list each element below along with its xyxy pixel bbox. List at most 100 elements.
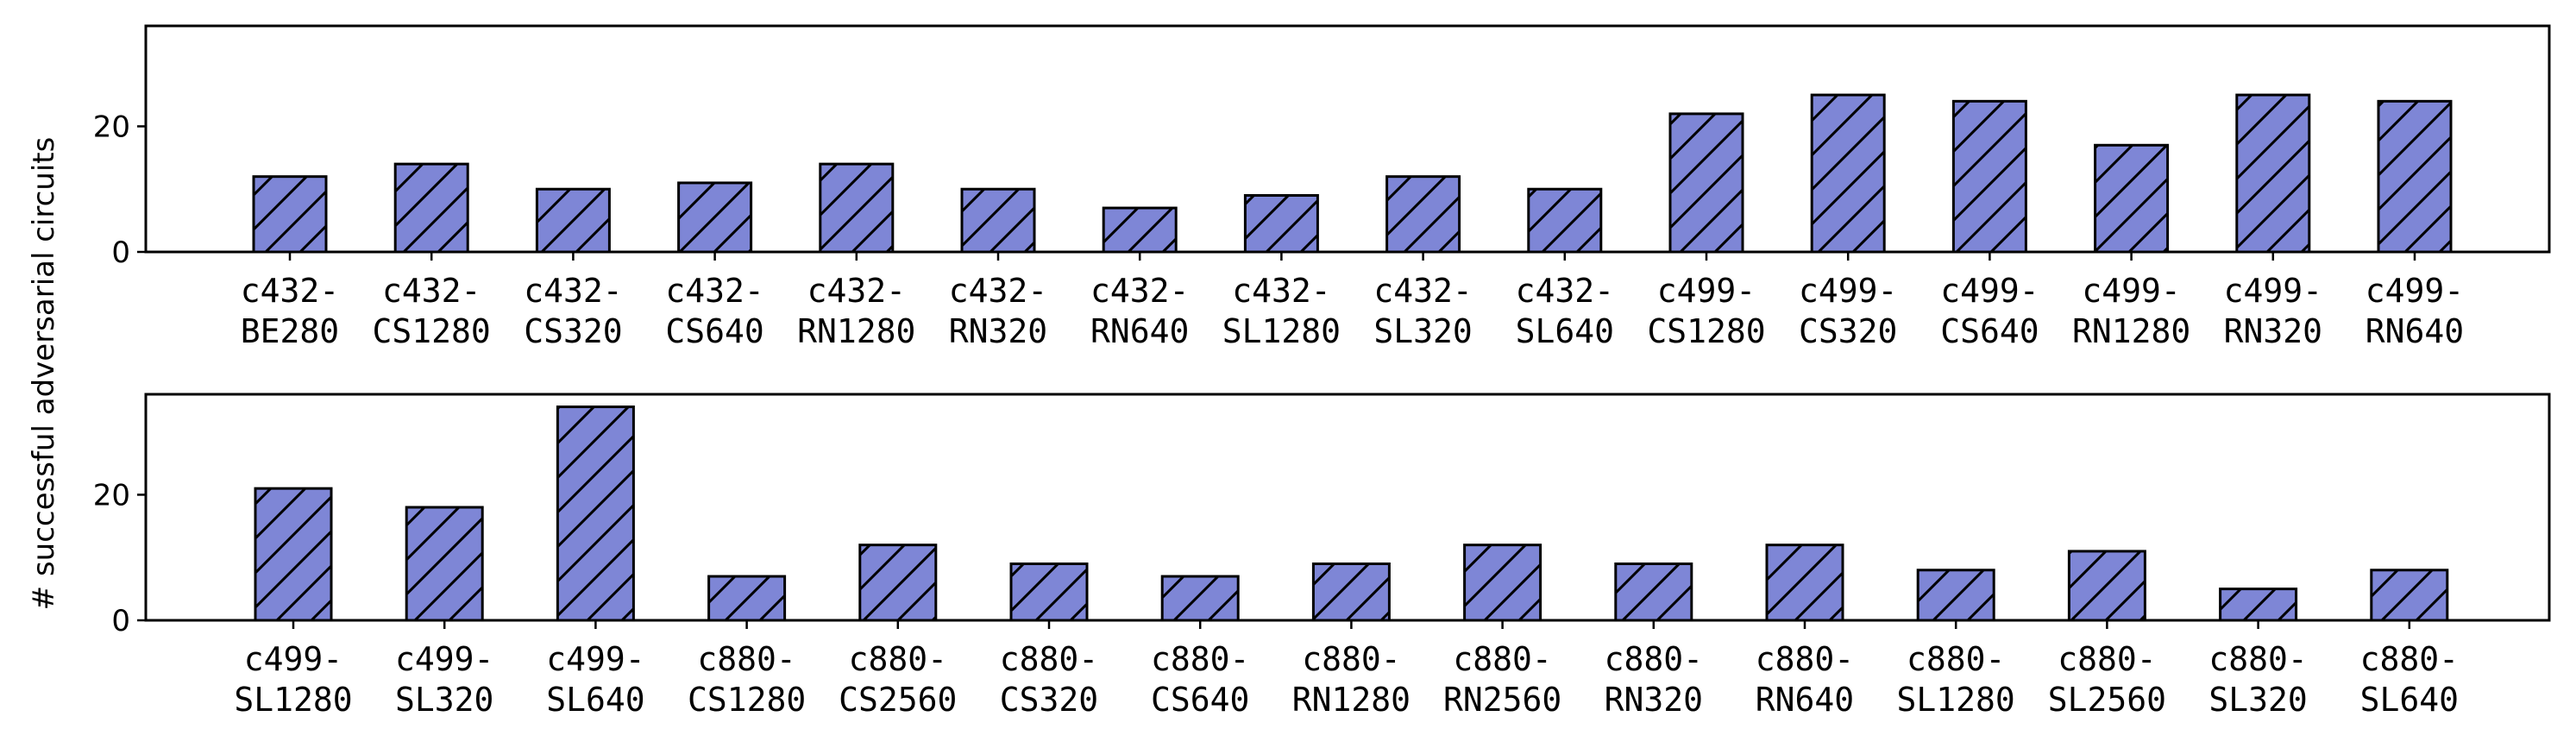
x-tick-label-line2: RN1280	[2072, 312, 2190, 350]
x-tick-label-line1: c499-	[1657, 272, 1756, 310]
x-tick-label-line1: c499-	[1799, 272, 1897, 310]
bar-hatch	[1810, 93, 1886, 254]
x-tick-label-line2: CS1280	[688, 681, 806, 719]
x-tick-label-line1: c880-	[1907, 640, 2005, 678]
y-tick-label: 20	[93, 110, 130, 144]
x-tick-label-line1: c432-	[1232, 272, 1330, 310]
bar-hatch	[2094, 143, 2170, 254]
x-tick-label-line2: RN640	[2366, 312, 2464, 350]
x-tick-label-line2: SL640	[2360, 681, 2459, 719]
axes-frame	[144, 24, 2551, 254]
top-panel: c432-BE280c432-CS1280c432-CS320c432-CS64…	[93, 24, 2551, 350]
bottom-panel: c499-SL1280c499-SL320c499-SL640c880-CS12…	[93, 393, 2551, 719]
y-tick-label: 20	[93, 478, 130, 512]
bar-hatch	[1916, 569, 1995, 622]
bar-hatch	[1527, 187, 1603, 254]
x-tick-label-line2: RN2560	[1443, 681, 1561, 719]
x-tick-label-line1: c499-	[2082, 272, 2180, 310]
x-tick-label-line2: RN1280	[1292, 681, 1411, 719]
x-tick-label-line1: c499-	[244, 640, 342, 678]
bar-hatch	[1668, 112, 1744, 254]
bar-hatch	[2370, 569, 2449, 622]
x-tick-label-line2: CS640	[1151, 681, 1249, 719]
x-tick-label-line2: CS640	[665, 312, 763, 350]
x-tick-label-line2: SL2560	[2048, 681, 2166, 719]
x-tick-label-line1: c432-	[524, 272, 622, 310]
bar-hatch	[252, 175, 328, 254]
x-tick-label-line2: SL320	[1373, 312, 1472, 350]
x-tick-label-line1: c432-	[949, 272, 1047, 310]
bar-hatch	[393, 162, 469, 254]
x-tick-label-line2: CS1280	[373, 312, 491, 350]
bar-hatch	[858, 544, 938, 622]
bar-hatch	[1385, 175, 1461, 254]
x-tick-label-line1: c880-	[1605, 640, 1703, 678]
x-tick-label-line1: c880-	[2360, 640, 2459, 678]
x-tick-label-line1: c880-	[2058, 640, 2156, 678]
bar-hatch	[1463, 544, 1542, 622]
x-tick-label-line1: c432-	[1516, 272, 1614, 310]
axes-frame	[144, 393, 2551, 622]
x-tick-label-line2: CS320	[1799, 312, 1897, 350]
x-tick-label-line1: c499-	[2366, 272, 2464, 310]
bar-hatch	[1102, 206, 1178, 254]
bar-hatch	[707, 575, 787, 622]
x-tick-label-line1: c880-	[849, 640, 947, 678]
bar-hatch	[819, 162, 895, 254]
bar-hatch	[677, 181, 753, 254]
bar-hatch	[1009, 563, 1089, 622]
x-tick-label-line1: c880-	[1756, 640, 1854, 678]
x-tick-label-line1: c880-	[2208, 640, 2307, 678]
bar-hatch	[1951, 99, 2027, 254]
bar-hatch	[2219, 588, 2298, 622]
x-tick-label-line2: CS640	[1940, 312, 2039, 350]
x-tick-label-line2: SL640	[546, 681, 644, 719]
x-tick-label-line2: SL1280	[234, 681, 352, 719]
bar-hatch	[2235, 93, 2311, 254]
bar-hatch	[1765, 544, 1844, 622]
x-tick-label-line1: c880-	[1302, 640, 1400, 678]
x-tick-label-line2: RN640	[1090, 312, 1189, 350]
x-tick-label-line1: c499-	[546, 640, 644, 678]
x-tick-label-line2: RN320	[1605, 681, 1703, 719]
x-tick-label-line2: CS1280	[1647, 312, 1765, 350]
y-axis-label: # successful adversarial circuits	[27, 137, 61, 611]
x-tick-label-line1: c432-	[665, 272, 763, 310]
x-tick-label-line1: c880-	[697, 640, 795, 678]
x-tick-label-line2: SL1280	[1897, 681, 2015, 719]
x-tick-label-line2: CS320	[1000, 681, 1098, 719]
x-tick-label-line2: CS2560	[839, 681, 957, 719]
bar-hatch	[1160, 575, 1240, 622]
x-tick-label-line1: c880-	[1453, 640, 1551, 678]
bar-hatch	[1614, 563, 1693, 622]
x-tick-label-line1: c432-	[382, 272, 481, 310]
bar-hatch	[1243, 194, 1319, 254]
x-tick-label-line1: c432-	[807, 272, 906, 310]
x-tick-label-line2: SL640	[1516, 312, 1614, 350]
x-tick-label-line1: c432-	[1090, 272, 1189, 310]
x-tick-label-line1: c432-	[1373, 272, 1472, 310]
y-tick-label: 0	[111, 604, 130, 638]
x-tick-label-line2: RN320	[2224, 312, 2322, 350]
x-tick-label-line1: c499-	[2224, 272, 2322, 310]
bar-hatch	[254, 487, 333, 622]
bar-hatch	[1311, 563, 1391, 622]
bar-hatch	[556, 405, 635, 622]
bar-hatch	[535, 187, 611, 254]
x-tick-label-line2: CS320	[524, 312, 622, 350]
bar-hatch	[405, 506, 484, 622]
x-tick-label-line2: RN320	[949, 312, 1047, 350]
x-tick-label-line1: c880-	[1000, 640, 1098, 678]
x-tick-label-line2: BE280	[241, 312, 339, 350]
x-tick-label-line2: SL320	[395, 681, 493, 719]
x-tick-label-line1: c880-	[1151, 640, 1249, 678]
x-tick-label-line2: SL320	[2208, 681, 2307, 719]
bar-hatch	[2067, 550, 2146, 622]
bar-hatch	[2377, 99, 2453, 254]
x-tick-label-line2: RN640	[1756, 681, 1854, 719]
y-tick-label: 0	[111, 236, 130, 270]
bar-hatch	[960, 187, 1036, 254]
x-tick-label-line2: SL1280	[1222, 312, 1341, 350]
x-tick-label-line1: c499-	[395, 640, 493, 678]
